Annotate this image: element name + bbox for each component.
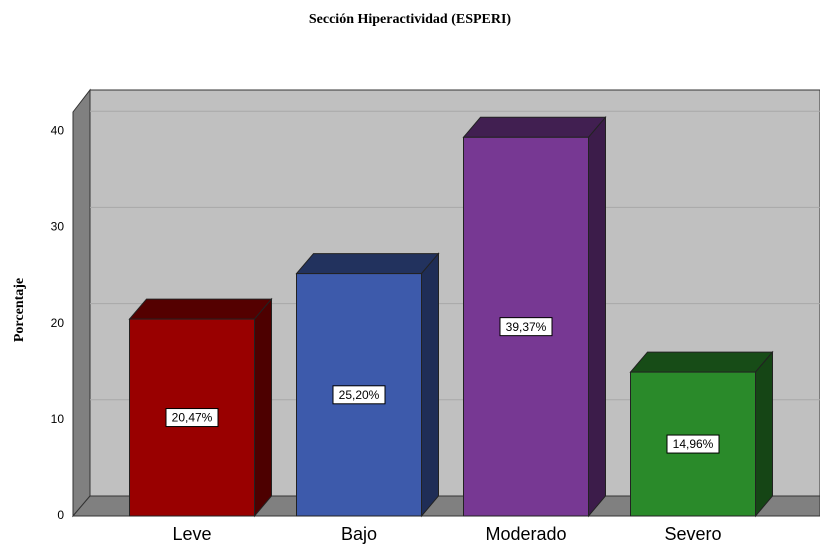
bar-top	[629, 351, 774, 373]
x-tick-label: Leve	[172, 524, 211, 544]
y-tick-label: 20	[51, 316, 65, 330]
chart-title: Sección Hiperactividad (ESPERI)	[309, 12, 512, 27]
value-label-box	[332, 385, 386, 405]
y-tick-label: 40	[51, 123, 65, 137]
bar-top	[128, 298, 273, 320]
x-tick-label: Bajo	[341, 524, 377, 544]
x-tick-label: Moderado	[485, 524, 566, 544]
value-label-box	[666, 434, 720, 454]
value-label: 14,96%	[673, 437, 714, 451]
bar-top	[462, 116, 607, 138]
y-axis-label: Porcentaje	[12, 278, 27, 342]
value-label-box	[165, 408, 219, 428]
bar-side	[755, 350, 773, 518]
value-label: 20,47%	[172, 411, 213, 425]
bar-top	[295, 253, 440, 275]
left-wall	[72, 88, 91, 518]
y-tick-label: 10	[51, 412, 65, 426]
y-tick-label: 30	[51, 220, 65, 234]
y-tick-label: 0	[57, 508, 64, 522]
bar-side	[421, 252, 439, 518]
bar-side	[254, 297, 272, 518]
bar-side	[588, 115, 606, 518]
value-label-box	[499, 317, 553, 337]
x-tick-label: Severo	[664, 524, 721, 544]
value-label: 25,20%	[339, 388, 380, 402]
value-label: 39,37%	[506, 320, 547, 334]
